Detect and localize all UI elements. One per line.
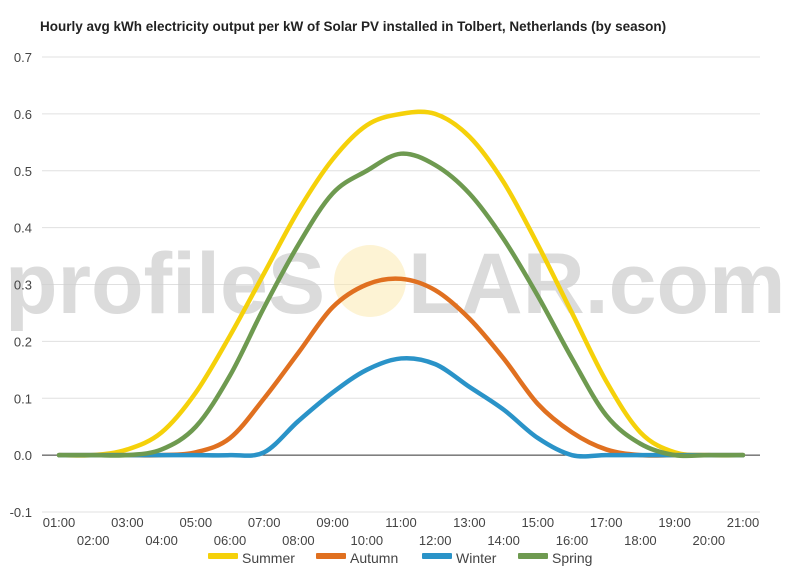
- x-tick-label: 06:00: [214, 533, 247, 548]
- series-line-winter: [56, 355, 746, 459]
- legend-label: Spring: [552, 550, 592, 566]
- y-tick-label: 0.2: [14, 334, 32, 349]
- x-tick-label: 10:00: [351, 533, 384, 548]
- series-line-spring: [56, 151, 746, 459]
- x-tick-label: 21:00: [727, 515, 760, 530]
- x-tick-label: 02:00: [77, 533, 110, 548]
- x-tick-label: 05:00: [180, 515, 213, 530]
- legend: Summer Autumn Winter Spring: [208, 550, 592, 566]
- y-tick-label: 0.4: [14, 221, 32, 236]
- x-tick-label: 18:00: [624, 533, 657, 548]
- x-tick-label: 14:00: [487, 533, 520, 548]
- x-tick-label: 16:00: [556, 533, 589, 548]
- y-axis-ticks: -0.1 0.0 0.1 0.2 0.3 0.4 0.5 0.6 0.7: [10, 50, 32, 520]
- legend-label: Winter: [456, 550, 497, 566]
- series-line-summer: [56, 109, 746, 458]
- x-tick-label: 12:00: [419, 533, 452, 548]
- y-tick-label: 0.5: [14, 164, 32, 179]
- legend-label: Autumn: [350, 550, 398, 566]
- x-tick-label: 20:00: [693, 533, 726, 548]
- legend-swatch: [422, 553, 452, 559]
- series-lines: [56, 109, 746, 459]
- x-tick-label: 19:00: [658, 515, 691, 530]
- legend-label: Summer: [242, 550, 295, 566]
- x-tick-label: 07:00: [248, 515, 281, 530]
- legend-swatch: [316, 553, 346, 559]
- y-tick-label: 0.6: [14, 107, 32, 122]
- watermark-text-right: LAR.com: [408, 236, 785, 332]
- x-tick-label: 08:00: [282, 533, 315, 548]
- y-tick-label: 0.0: [14, 448, 32, 463]
- y-tick-label: -0.1: [10, 505, 32, 520]
- x-tick-label: 09:00: [316, 515, 349, 530]
- x-tick-label: 04:00: [145, 533, 178, 548]
- watermark: profileS LAR.com: [5, 236, 785, 332]
- x-tick-label: 01:00: [43, 515, 76, 530]
- legend-swatch: [518, 553, 548, 559]
- legend-swatch: [208, 553, 238, 559]
- watermark-text-left: profileS: [5, 236, 325, 332]
- x-tick-label: 13:00: [453, 515, 486, 530]
- x-tick-label: 03:00: [111, 515, 144, 530]
- chart-title: Hourly avg kWh electricity output per kW…: [40, 19, 667, 34]
- y-tick-label: 0.1: [14, 391, 32, 406]
- x-axis-ticks: 01:0002:0003:0004:0005:0006:0007:0008:00…: [43, 515, 760, 548]
- x-tick-label: 11:00: [385, 515, 417, 530]
- x-tick-label: 17:00: [590, 515, 623, 530]
- x-tick-label: 15:00: [522, 515, 555, 530]
- y-tick-label: 0.3: [14, 278, 32, 293]
- y-tick-label: 0.7: [14, 50, 32, 65]
